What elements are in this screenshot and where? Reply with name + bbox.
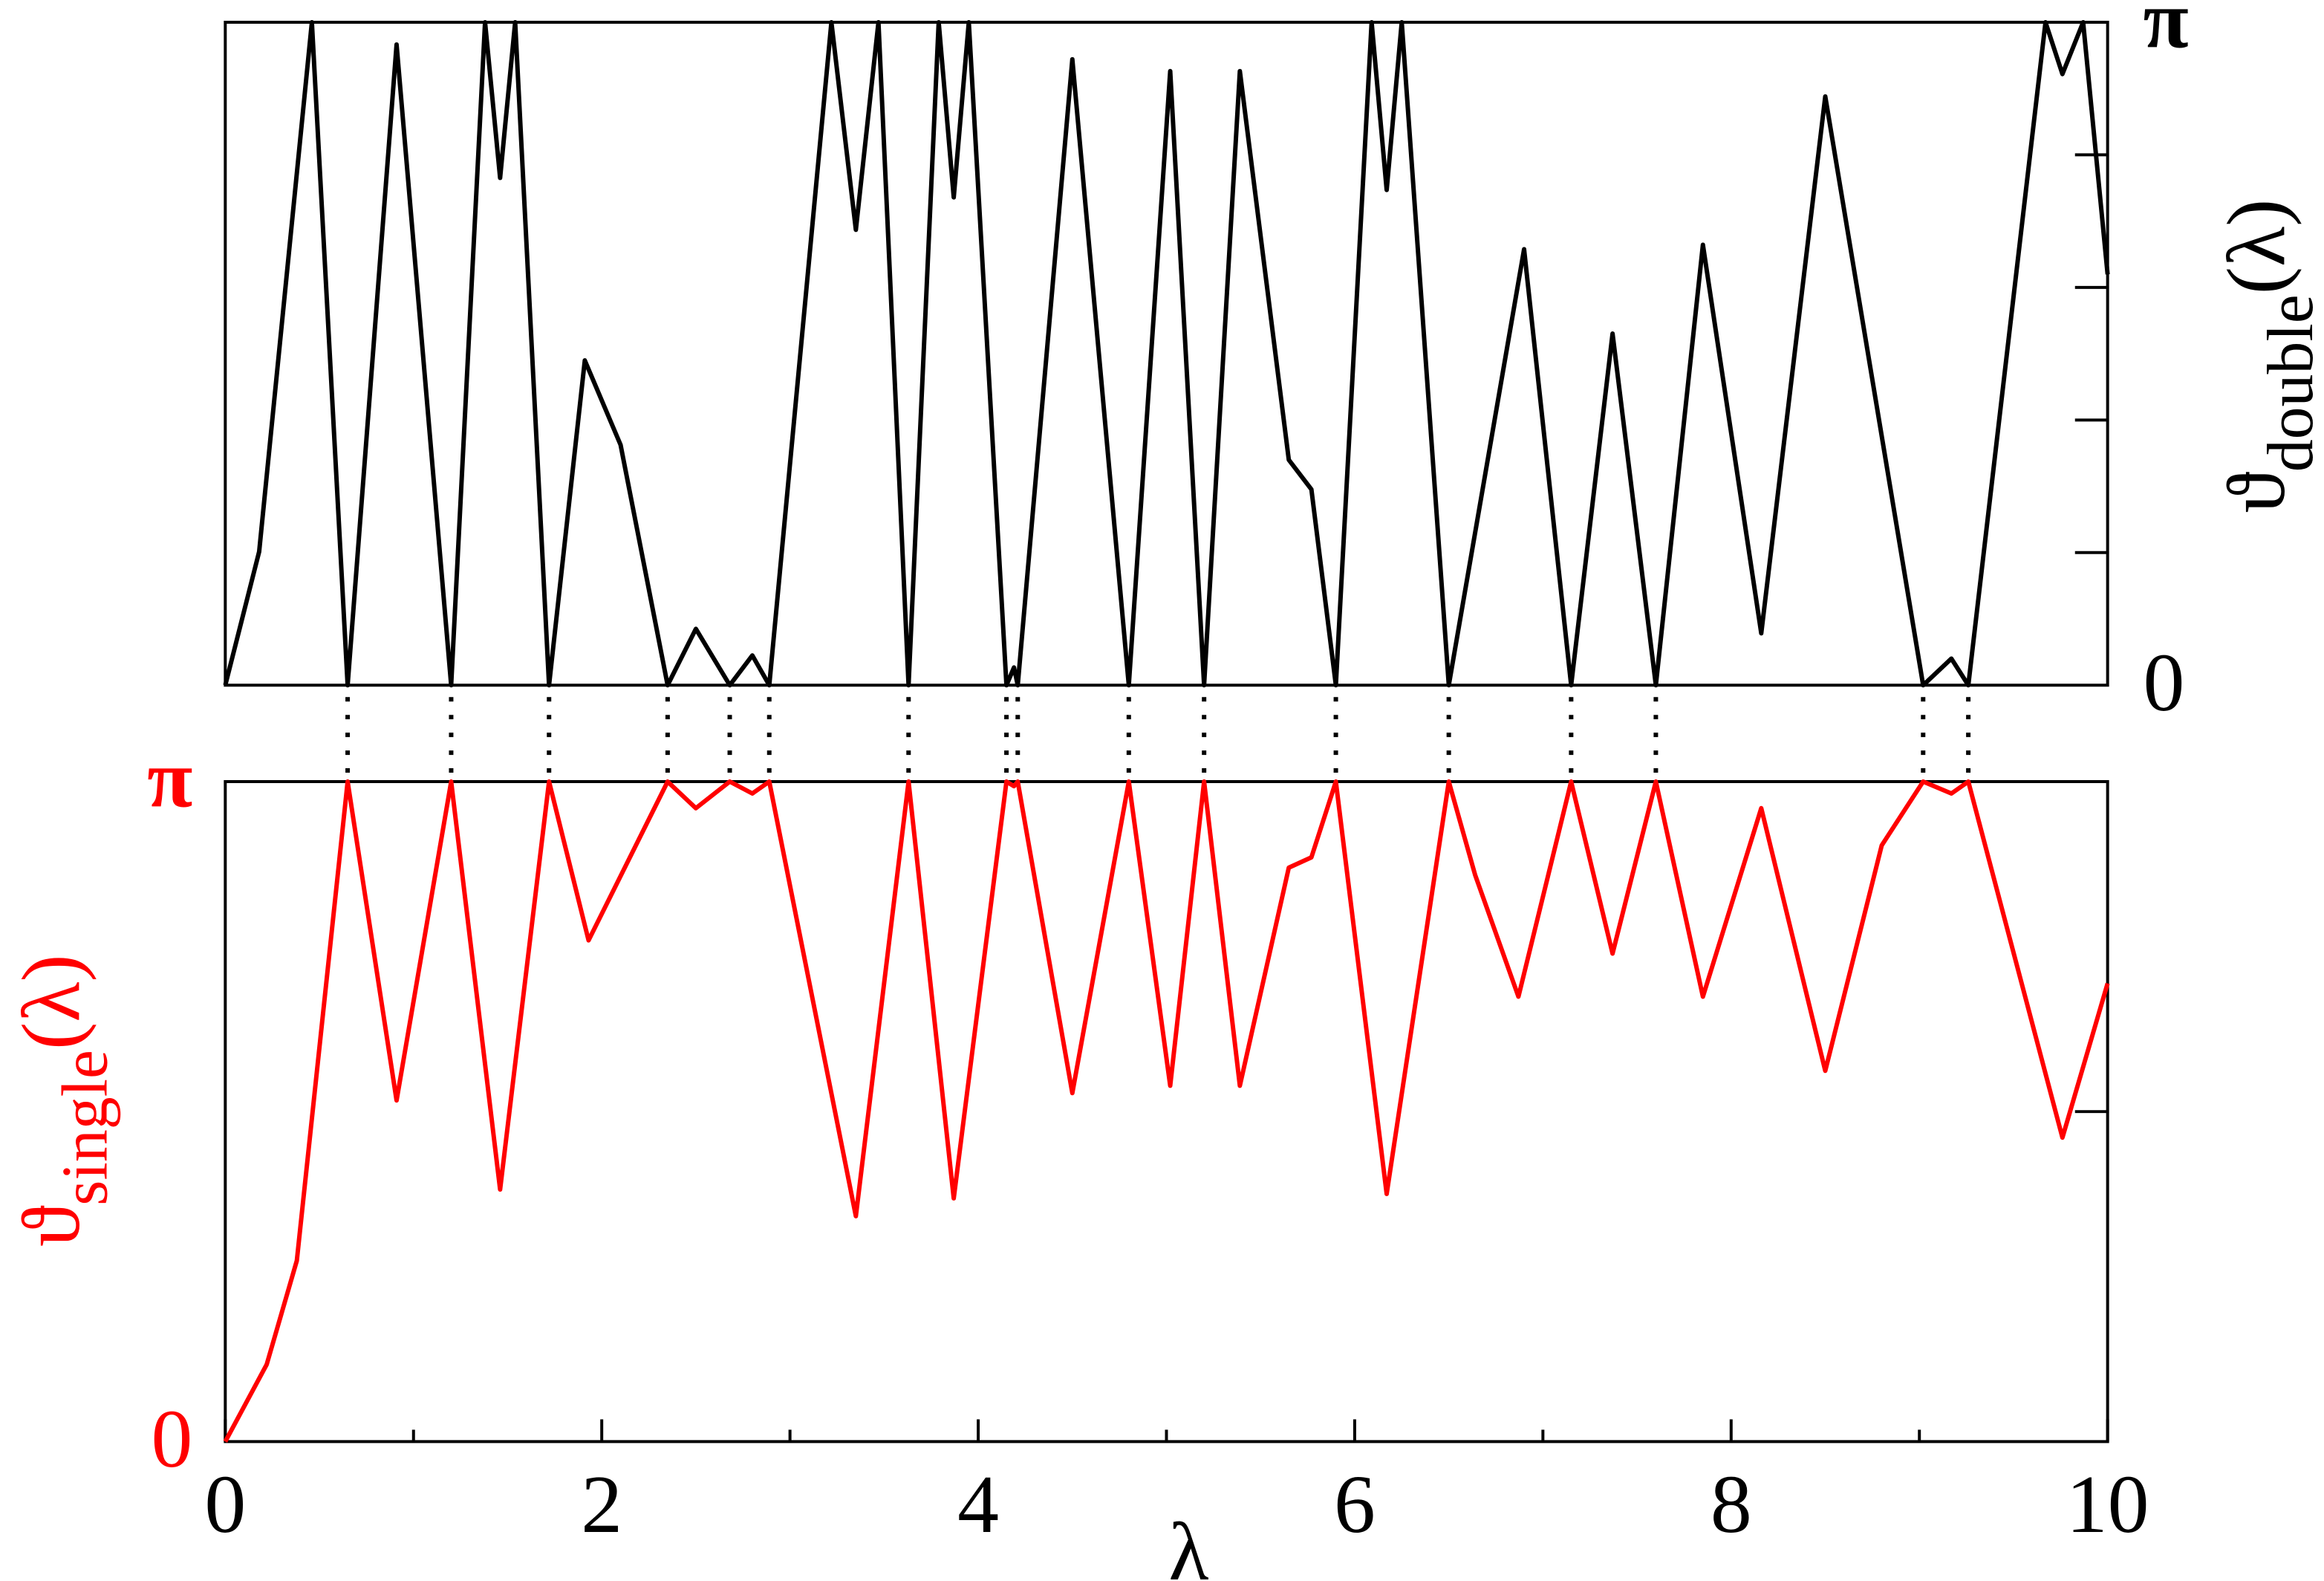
y-tick-label: 0 (2144, 637, 2185, 729)
x-tick-label: 2 (581, 1458, 622, 1551)
x-axis-label: λ (1168, 1506, 1208, 1581)
y-tick-label: π (2144, 0, 2189, 66)
plot-frame (224, 20, 2109, 687)
x-tick-label: 4 (957, 1458, 999, 1551)
y-tick-label: π (147, 733, 192, 825)
y-tick-label: 0 (152, 1393, 193, 1485)
x-tick-label: 10 (2066, 1458, 2149, 1551)
x-tick-label: 8 (1711, 1458, 1752, 1551)
data-line (223, 779, 2110, 1443)
y-label-symbol: ϑ (4, 1205, 97, 1247)
y-axis-label: ϑsingle(λ) (4, 954, 120, 1247)
data-line (223, 19, 2110, 688)
y-axis-label: ϑdouble(λ) (2210, 199, 2324, 513)
y-label-symbol: ϑ (2210, 472, 2302, 513)
x-tick-label: 0 (204, 1458, 246, 1551)
y-label-subscript: single (49, 1050, 121, 1206)
y-label-argument: (λ) (4, 954, 97, 1050)
x-tick-label: 6 (1334, 1458, 1376, 1551)
y-label-subscript: double (2254, 294, 2324, 472)
y-label-argument: (λ) (2210, 199, 2302, 295)
